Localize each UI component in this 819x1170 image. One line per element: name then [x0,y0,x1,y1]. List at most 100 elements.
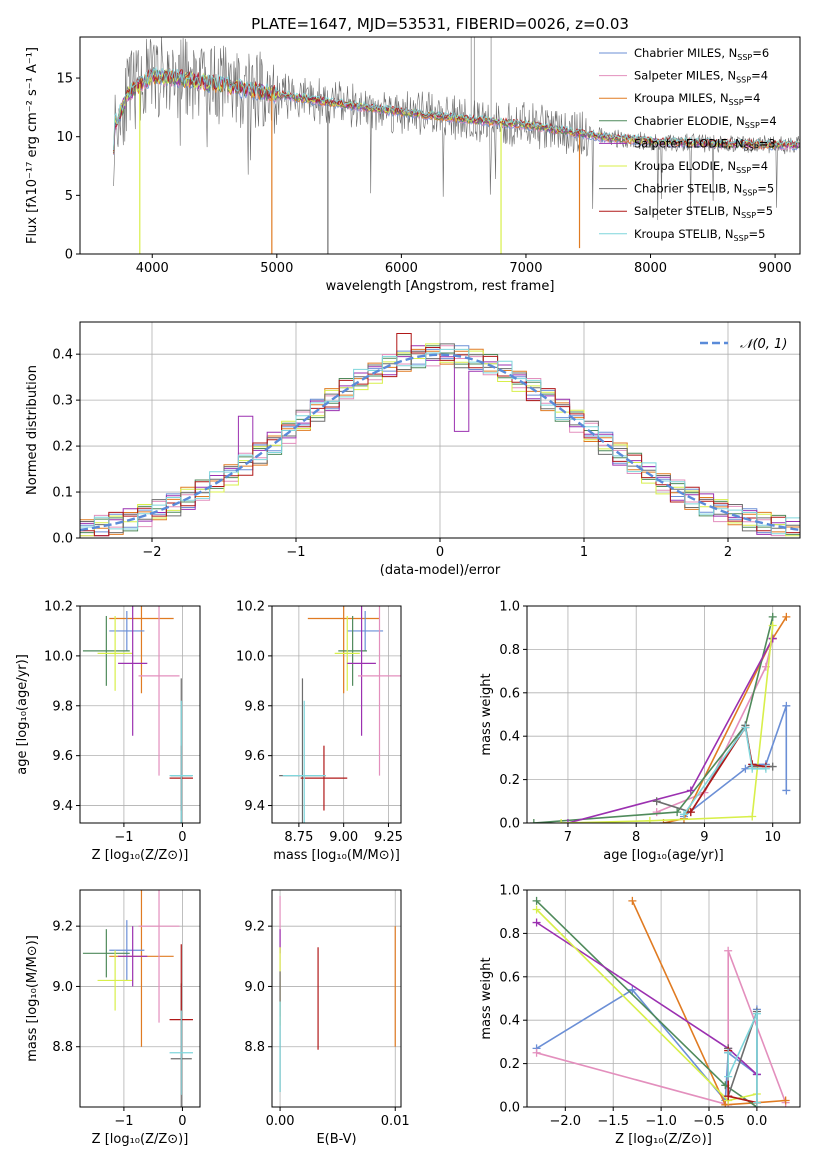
weight-line-kroupa_stelib [727,1013,758,1103]
x-tick-label: −1 [114,830,133,845]
y-tick-label: 0.4 [499,730,520,745]
panels: 4000 5000 6000 7000 8000 9000051015wavelength… [15,36,801,1147]
legend-label: Salpeter ELODIE, NSSP=3 [634,136,776,152]
weight-marker-chabrier_stelib [652,797,661,806]
legend-label-tail: =5 [756,204,773,218]
x-axis-label: mass [log₁₀(M/M⊙)] [273,848,400,863]
y-tick-label: 9.2 [244,920,265,935]
weight-marker-kroupa_miles [721,1100,730,1107]
x-tick-label: 9.25 [374,830,403,845]
weight-line-kroupa_stelib [683,725,766,815]
legend-label: Kroupa ELODIE, NSSP=4 [634,159,768,175]
plot-area [527,890,800,1107]
plot-area [80,890,200,1107]
y-tick-label: 9.4 [244,799,265,814]
weight-marker-kroupa_elodie [748,812,757,821]
x-tick-label: 0.0 [747,1114,768,1129]
y-tick-label: 9.8 [244,699,265,714]
x-tick-label: 0 [436,545,444,560]
x-tick-label: 0 [178,1114,186,1129]
weight-line-chabrier_elodie [533,616,774,823]
weight-marker-kroupa_stelib [741,723,750,732]
y-tick-label: 9.0 [244,980,265,995]
plot-area [272,890,401,1107]
y-tick-label: 0 [65,248,73,263]
y-tick-label: 8.8 [244,1040,265,1055]
legend-label-tail: =4 [751,69,768,83]
weight-marker-chabrier_elodie [532,896,541,905]
y-axis-label: age [log₁₀(age/yr)] [15,654,30,775]
weight-marker-chabrier_elodie [529,819,538,823]
x-tick-label: 2 [724,545,732,560]
x-tick-label: 1 [580,545,588,560]
x-tick-label: 0 [178,830,186,845]
x-tick-label: 9.00 [329,830,358,845]
panel-residuals: −2 −1 0 1 2 0.0 0.1 0.2 0.3 0.4 (data-model)/error… [25,321,801,578]
panel-age_vs_mass: 8.75 9.00 9.25 9.4 9.6 9.8 10.0 10.2 mass [log₁₀… [236,600,403,864]
y-tick-label: 5 [65,189,73,204]
legend-label-sub: SSP [744,143,759,152]
y-tick-label: 0.2 [52,440,73,455]
legend-label-sub: SSP [737,53,752,62]
y-axis-label: Normed distribution [25,365,40,495]
weight-marker-kroupa_elodie [768,621,777,630]
weight-marker-kroupa_elodie [645,816,654,823]
weight-marker-chabrier_miles [628,985,637,994]
x-tick-label: 9000 [759,261,792,276]
x-tick-label: 5000 [260,261,293,276]
weight-marker-salpeter_elodie [532,918,541,927]
legend-label-sub: SSP [741,211,756,220]
weight-marker-chabrier_stelib [768,762,777,771]
x-tick-label: −1 [286,545,305,560]
y-tick-label: 0.2 [499,773,520,788]
x-axis-label: E(B-V) [316,1132,356,1147]
plot-area [80,606,200,823]
x-tick-label: −1.5 [597,1114,629,1129]
x-tick-label: 9 [700,830,708,845]
plot-area [80,322,800,538]
legend-label-text: Kroupa MILES, N [634,91,729,105]
x-tick-label: 6000 [385,261,418,276]
legend-label-sub: SSP [736,166,751,175]
y-tick-label: 9.4 [52,799,73,814]
figure-title: PLATE=1647, MJD=53531, FIBERID=0026, z=0… [251,15,629,33]
legend-label-text: Kroupa STELIB, N [634,227,734,241]
y-tick-label: 10.2 [236,600,265,615]
legend-label-sub: SSP [729,98,744,107]
weight-line-kroupa_elodie [561,625,774,823]
x-axis-label: age [log₁₀(age/yr)] [603,848,724,863]
x-axis-label: Z [log₁₀(Z/Z⊙)] [92,848,189,863]
x-axis-label: wavelength [Angstrom, rest frame] [326,279,555,294]
x-tick-label: −0.5 [693,1114,725,1129]
legend-label-text: Kroupa ELODIE, N [634,159,736,173]
weight-line-kroupa_miles [663,616,787,823]
weight-line-kroupa_miles [631,900,786,1106]
x-tick-label: 8000 [634,261,667,276]
weight-marker-salpeter_elodie [768,634,777,643]
y-tick-label: 0.6 [499,686,520,701]
x-tick-label: −2.0 [550,1114,582,1129]
panel-weight_vs_z: −2.0 −1.5 −1.0 −0.5 0.0 0.0 0.2 0.4 0.6 0.8 1.0 Z [… [479,884,801,1147]
legend-label-tail: =4 [744,91,761,105]
weight-marker-kroupa_miles [628,896,637,905]
axes-frame [79,889,201,1108]
weight-marker-kroupa_elodie [532,905,541,914]
y-tick-label: 0.0 [499,817,520,832]
y-tick-label: 9.6 [244,749,265,764]
weight-marker-kroupa_stelib [748,764,757,773]
legend-label-tail: =3 [759,136,776,150]
legend-label-text: Chabrier ELODIE, N [634,114,745,128]
y-tick-label: 0.8 [499,927,520,942]
legend-label: 𝒩(0, 1) [740,337,787,352]
y-tick-label: 8.8 [52,1040,73,1055]
axes-frame [526,605,801,824]
weight-marker-kroupa_stelib [761,764,770,773]
x-axis-label: Z [log₁₀(Z/Z⊙)] [615,1132,712,1147]
y-tick-label: 0.2 [499,1057,520,1072]
weight-marker-kroupa_stelib [752,1098,761,1107]
legend-label-sub: SSP [742,189,757,198]
legend-label-text: Salpeter STELIB, N [634,204,741,218]
x-tick-label: 7000 [509,261,542,276]
